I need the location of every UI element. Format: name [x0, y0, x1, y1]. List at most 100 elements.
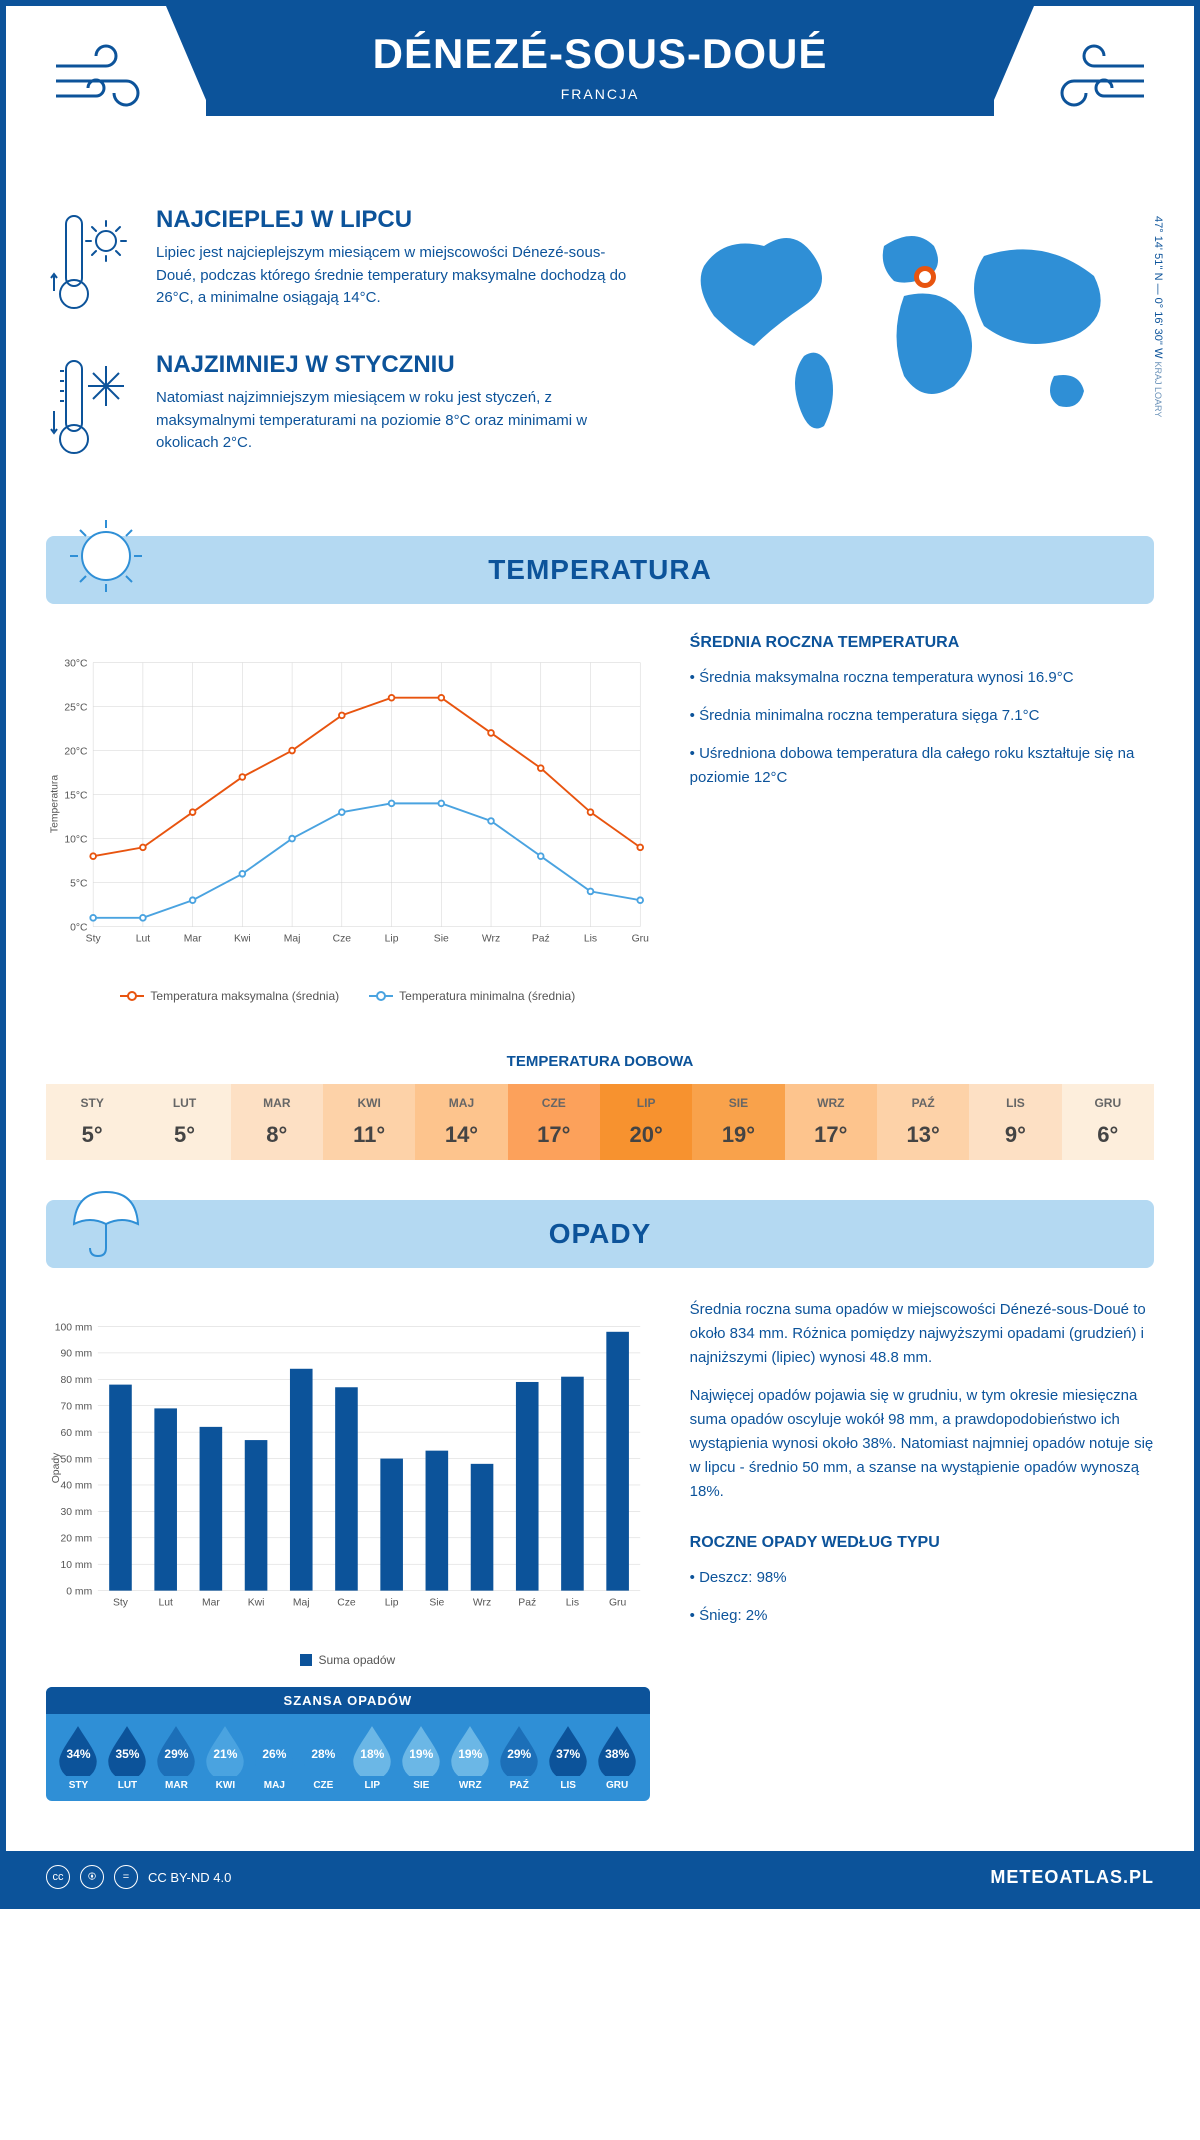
chance-cell: 19%WRZ [446, 1724, 495, 1791]
svg-text:0 mm: 0 mm [66, 1586, 92, 1597]
svg-text:Kwi: Kwi [248, 1598, 265, 1609]
thermometer-cold-icon [46, 351, 136, 466]
svg-text:Paź: Paź [532, 934, 550, 945]
coordinates: 47° 14' 51'' N — 0° 16' 30'' W KRAJ LOAR… [1152, 216, 1164, 417]
svg-text:Cze: Cze [333, 934, 352, 945]
svg-text:Maj: Maj [293, 1598, 310, 1609]
chance-cell: 29%MAR [152, 1724, 201, 1791]
svg-text:10°C: 10°C [64, 834, 88, 845]
precipitation-summary: Średnia roczna suma opadów w miejscowośc… [690, 1298, 1154, 1801]
chance-cell: 21%KWI [201, 1724, 250, 1791]
precipitation-body: 0 mm10 mm20 mm30 mm40 mm50 mm60 mm70 mm8… [6, 1268, 1194, 1831]
svg-text:5°C: 5°C [70, 878, 88, 889]
svg-text:Lis: Lis [566, 1598, 579, 1609]
precipitation-bar-chart: 0 mm10 mm20 mm30 mm40 mm50 mm60 mm70 mm8… [46, 1298, 650, 1638]
chance-cell: 34%STY [54, 1724, 103, 1791]
svg-text:30 mm: 30 mm [61, 1507, 93, 1518]
coords-value: 47° 14' 51'' N — 0° 16' 30'' W [1152, 216, 1164, 358]
svg-text:Cze: Cze [337, 1598, 356, 1609]
daily-cell: LIS9° [969, 1084, 1061, 1160]
map-column: 47° 14' 51'' N — 0° 16' 30'' W KRAJ LOAR… [674, 206, 1154, 496]
svg-text:100 mm: 100 mm [55, 1322, 92, 1333]
chance-cell: 35%LUT [103, 1724, 152, 1791]
warmest-text: Lipiec jest najcieplejszym miesiącem w m… [156, 242, 644, 310]
svg-text:40 mm: 40 mm [61, 1481, 93, 1492]
footer: cc 🅯 = CC BY-ND 4.0 METEOATLAS.PL [6, 1851, 1194, 1903]
chance-cell: 29%PAŹ [495, 1724, 544, 1791]
daily-cell: SIE19° [692, 1084, 784, 1160]
svg-text:0°C: 0°C [70, 922, 88, 933]
location-marker-icon [914, 266, 936, 288]
chance-cell: 28%CZE [299, 1724, 348, 1791]
chance-panel: SZANSA OPADÓW 34%STY35%LUT29%MAR21%KWI26… [46, 1687, 650, 1801]
svg-text:Gru: Gru [609, 1598, 627, 1609]
svg-text:Kwi: Kwi [234, 934, 251, 945]
temperature-summary: ŚREDNIA ROCZNA TEMPERATURA • Średnia mak… [690, 634, 1154, 1003]
svg-text:Mar: Mar [184, 934, 202, 945]
svg-text:Sty: Sty [86, 934, 102, 945]
daily-cell: GRU6° [1062, 1084, 1154, 1160]
license-text: CC BY-ND 4.0 [148, 1870, 231, 1885]
chance-title: SZANSA OPADÓW [46, 1687, 650, 1714]
legend-max: Temperatura maksymalna (średnia) [150, 989, 339, 1003]
svg-text:50 mm: 50 mm [61, 1454, 93, 1465]
svg-text:30°C: 30°C [64, 658, 88, 669]
temperature-section-header: TEMPERATURA [46, 536, 1154, 604]
warmest-block: NAJCIEPLEJ W LIPCU Lipiec jest najcieple… [46, 206, 644, 321]
daily-cell: STY5° [46, 1084, 138, 1160]
chance-cell: 19%SIE [397, 1724, 446, 1791]
by-type-title: ROCZNE OPADY WEDŁUG TYPU [690, 1534, 1154, 1552]
daily-cell: MAR8° [231, 1084, 323, 1160]
coldest-text: Natomiast najzimniejszym miesiącem w rok… [156, 387, 644, 455]
svg-text:Wrz: Wrz [482, 934, 500, 945]
daily-cell: MAJ14° [415, 1084, 507, 1160]
by-type-snow: • Śnieg: 2% [690, 1604, 1154, 1628]
svg-text:20 mm: 20 mm [61, 1534, 93, 1545]
svg-text:10 mm: 10 mm [61, 1560, 93, 1571]
svg-text:Lut: Lut [158, 1598, 173, 1609]
svg-text:Temperatura: Temperatura [49, 775, 60, 833]
svg-text:Sty: Sty [113, 1598, 129, 1609]
nd-icon: = [114, 1865, 138, 1889]
umbrella-icon [66, 1180, 146, 1267]
warmest-title: NAJCIEPLEJ W LIPCU [156, 206, 644, 234]
footer-license: cc 🅯 = CC BY-ND 4.0 [46, 1865, 231, 1889]
daily-cell: CZE17° [508, 1084, 600, 1160]
intro-section: NAJCIEPLEJ W LIPCU Lipiec jest najcieple… [6, 186, 1194, 536]
svg-text:Paź: Paź [518, 1598, 536, 1609]
by-type-rain: • Deszcz: 98% [690, 1566, 1154, 1590]
svg-text:Lip: Lip [385, 934, 399, 945]
svg-text:Wrz: Wrz [473, 1598, 491, 1609]
svg-text:25°C: 25°C [64, 702, 88, 713]
temp-summary-p1: • Średnia maksymalna roczna temperatura … [690, 666, 1154, 690]
svg-text:90 mm: 90 mm [61, 1349, 93, 1360]
chance-row: 34%STY35%LUT29%MAR21%KWI26%MAJ28%CZE18%L… [46, 1714, 650, 1791]
coldest-block: NAJZIMNIEJ W STYCZNIU Natomiast najzimni… [46, 351, 644, 466]
precipitation-section-header: OPADY [46, 1200, 1154, 1268]
by-icon: 🅯 [80, 1865, 104, 1889]
coldest-title: NAJZIMNIEJ W STYCZNIU [156, 351, 644, 379]
precip-summary-p2: Najwięcej opadów pojawia się w grudniu, … [690, 1384, 1154, 1504]
svg-text:Sie: Sie [429, 1598, 444, 1609]
svg-text:Sie: Sie [434, 934, 449, 945]
precipitation-legend: Suma opadów [46, 1653, 650, 1667]
temp-summary-p2: • Średnia minimalna roczna temperatura s… [690, 704, 1154, 728]
daily-cell: LUT5° [138, 1084, 230, 1160]
svg-text:Maj: Maj [284, 934, 301, 945]
daily-cell: LIP20° [600, 1084, 692, 1160]
precip-summary-p1: Średnia roczna suma opadów w miejscowośc… [690, 1298, 1154, 1370]
svg-text:70 mm: 70 mm [61, 1402, 93, 1413]
temp-summary-p3: • Uśredniona dobowa temperatura dla całe… [690, 742, 1154, 790]
temp-summary-title: ŚREDNIA ROCZNA TEMPERATURA [690, 634, 1154, 652]
cc-icon: cc [46, 1865, 70, 1889]
page-title: DÉNEZÉ-SOUS-DOUÉ [206, 30, 994, 78]
svg-text:20°C: 20°C [64, 746, 88, 757]
svg-text:Opady: Opady [51, 1452, 62, 1483]
legend-min: Temperatura minimalna (średnia) [399, 989, 575, 1003]
wind-icon [1034, 36, 1154, 121]
temperature-legend: Temperatura maksymalna (średnia) Tempera… [46, 989, 650, 1003]
temperature-body: 0°C5°C10°C15°C20°C25°C30°CStyLutMarKwiMa… [6, 604, 1194, 1033]
precipitation-chart-column: 0 mm10 mm20 mm30 mm40 mm50 mm60 mm70 mm8… [46, 1298, 650, 1801]
page-subtitle: FRANCJA [206, 86, 994, 102]
intro-text-column: NAJCIEPLEJ W LIPCU Lipiec jest najcieple… [46, 206, 644, 496]
